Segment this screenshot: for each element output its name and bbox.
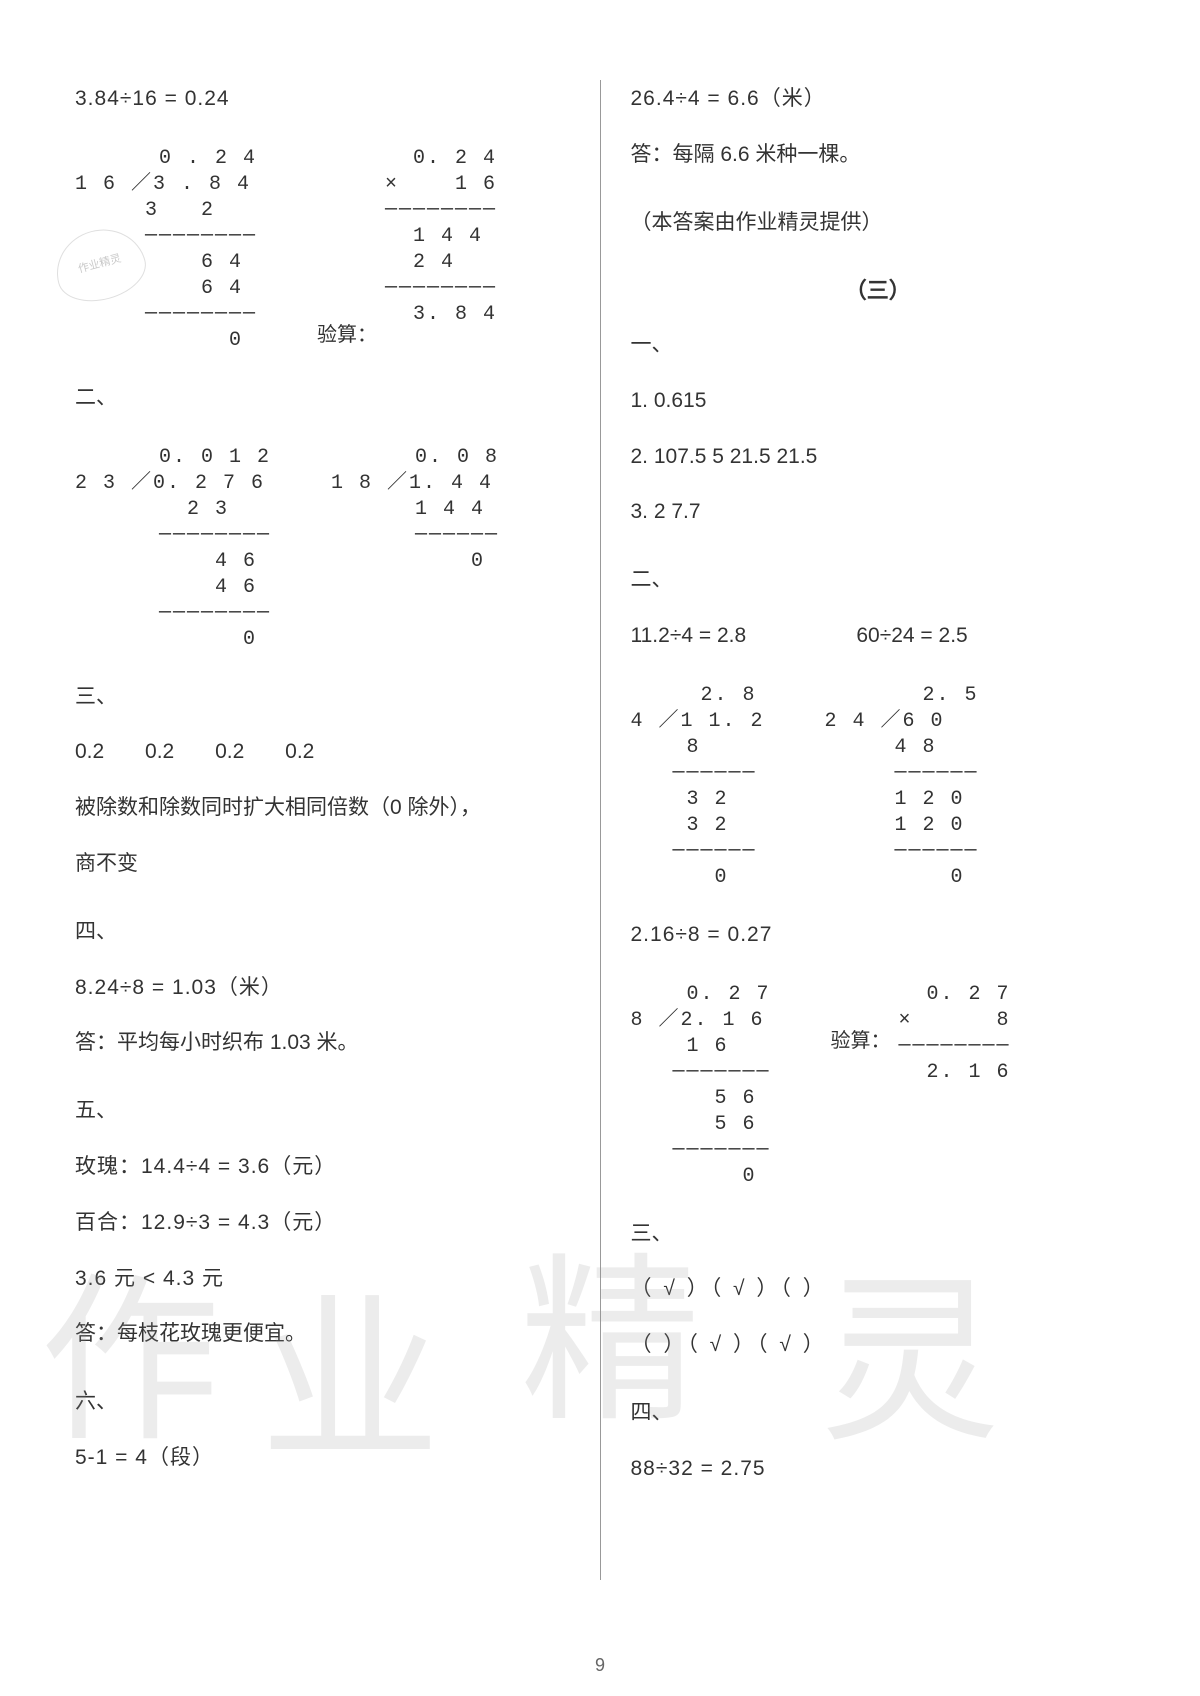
long-division: 0. 0 8 1 8 ／1. 4 4 1 4 4 ────── 0 bbox=[331, 445, 499, 575]
answer-text: 答：平均每小时织布 1.03 米。 bbox=[75, 1024, 570, 1062]
section-heading: 六、 bbox=[75, 1383, 570, 1421]
long-division: 0. 2 7 8 ／2. 1 6 1 6 ─────── 5 6 5 6 ───… bbox=[631, 982, 771, 1190]
check-label: 验算： bbox=[317, 317, 377, 353]
note-text: （本答案由作业精灵提供） bbox=[631, 204, 1126, 242]
comparison: 3.6 元 < 4.3 元 bbox=[75, 1260, 570, 1298]
answer-text: 2. 107.5 5 21.5 21.5 bbox=[631, 438, 1126, 476]
long-division: 2. 8 4 ／1 1. 2 8 ────── 3 2 3 2 ────── 0 bbox=[631, 683, 765, 891]
rule-text: 被除数和除数同时扩大相同倍数（0 除外）， bbox=[75, 789, 570, 827]
check-marks: （ √ ）（ √ ）（ ） bbox=[631, 1270, 1126, 1308]
equation: 2.16÷8 = 0.27 bbox=[631, 916, 1126, 954]
value: 0.2 bbox=[285, 740, 314, 763]
value: 0.2 bbox=[145, 740, 174, 763]
page-number: 9 bbox=[595, 1655, 605, 1676]
check-label: 验算： bbox=[831, 1023, 891, 1059]
calc-row: 2. 8 4 ／1 1. 2 8 ────── 3 2 3 2 ────── 0… bbox=[631, 673, 1126, 916]
equation: 60÷24 = 2.5 bbox=[856, 624, 967, 647]
section-heading: 五、 bbox=[75, 1092, 570, 1130]
section-heading: 四、 bbox=[75, 913, 570, 951]
check-calc: 0. 2 4 × 1 6 ──────── 1 4 4 2 4 ────────… bbox=[385, 146, 497, 328]
equation: 5-1 = 4（段） bbox=[75, 1439, 570, 1477]
left-column: 3.84÷16 = 0.24 0 . 2 4 1 6 ／3 . 8 4 3 2 … bbox=[50, 80, 595, 1656]
equation: 88÷32 = 2.75 bbox=[631, 1450, 1126, 1488]
section-heading: 一、 bbox=[631, 326, 1126, 364]
page-container: 3.84÷16 = 0.24 0 . 2 4 1 6 ／3 . 8 4 3 2 … bbox=[0, 0, 1200, 1696]
equation: 8.24÷8 = 1.03（米） bbox=[75, 969, 570, 1007]
long-division: 2. 5 2 4 ／6 0 4 8 ────── 1 2 0 1 2 0 ───… bbox=[825, 683, 979, 891]
right-column: 26.4÷4 = 6.6（米） 答：每隔 6.6 米种一棵。 （本答案由作业精灵… bbox=[606, 80, 1151, 1656]
column-divider bbox=[600, 80, 601, 1580]
answer-row: 0.2 0.2 0.2 0.2 bbox=[75, 733, 570, 771]
section-heading: 三、 bbox=[631, 1215, 1126, 1253]
section-heading: 三、 bbox=[75, 678, 570, 716]
section-heading: 四、 bbox=[631, 1394, 1126, 1432]
equation-row: 11.2÷4 = 2.8 60÷24 = 2.5 bbox=[631, 617, 1126, 655]
section-title: （三） bbox=[631, 271, 1126, 311]
calc-row: 0. 2 7 8 ／2. 1 6 1 6 ─────── 5 6 5 6 ───… bbox=[631, 972, 1126, 1215]
value: 0.2 bbox=[75, 740, 104, 763]
answer-text: 答：每枝花玫瑰更便宜。 bbox=[75, 1315, 570, 1353]
stamp-text: 作业精灵 bbox=[76, 250, 124, 281]
answer-text: 答：每隔 6.6 米种一棵。 bbox=[631, 136, 1126, 174]
answer-text: 1. 0.615 bbox=[631, 382, 1126, 420]
value: 0.2 bbox=[215, 740, 244, 763]
long-division: 0. 0 1 2 2 3 ／0. 2 7 6 2 3 ──────── 4 6 … bbox=[75, 445, 271, 653]
section-heading: 二、 bbox=[631, 561, 1126, 599]
check-marks: （ ）（ √ ）（ √ ） bbox=[631, 1326, 1126, 1364]
check-block: 验算： 0. 2 4 × 1 6 ──────── 1 4 4 2 4 ────… bbox=[317, 136, 497, 353]
equation: 11.2÷4 = 2.8 bbox=[631, 617, 851, 655]
answer-text: 3. 2 7.7 bbox=[631, 493, 1126, 531]
section-heading: 二、 bbox=[75, 379, 570, 417]
equation: 3.84÷16 = 0.24 bbox=[75, 80, 570, 118]
equation: 百合：12.9÷3 = 4.3（元） bbox=[75, 1204, 570, 1242]
equation: 26.4÷4 = 6.6（米） bbox=[631, 80, 1126, 118]
rule-text: 商不变 bbox=[75, 845, 570, 883]
calc-row: 0 . 2 4 1 6 ／3 . 8 4 3 2 ──────── 6 4 6 … bbox=[75, 136, 570, 379]
check-calc: 0. 2 7 × 8 ──────── 2. 1 6 bbox=[899, 982, 1011, 1086]
check-block: 验算： 0. 2 7 × 8 ──────── 2. 1 6 bbox=[831, 972, 1011, 1111]
calc-row: 0. 0 1 2 2 3 ／0. 2 7 6 2 3 ──────── 4 6 … bbox=[75, 435, 570, 678]
equation: 玫瑰：14.4÷4 = 3.6（元） bbox=[75, 1148, 570, 1186]
